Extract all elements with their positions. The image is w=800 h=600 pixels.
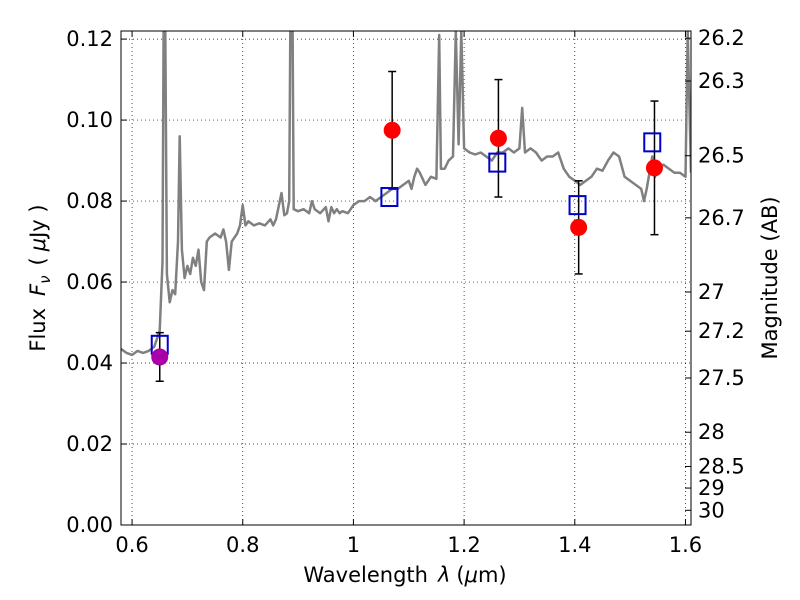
y-tick-label: 0.08: [66, 189, 113, 213]
axis-ticks: 0.6 0.8 1 1.2 1.4 1.6 0.00 0.02 0.04 0.06 0.08 0.10…: [66, 26, 745, 557]
model-squares-layer: [150, 132, 662, 355]
y2-tick-label: 27.5: [698, 366, 745, 390]
y2-tick-label: 28.5: [698, 454, 745, 478]
y2-tick-label: 30: [698, 498, 725, 522]
y-tick-label: 0.12: [66, 27, 113, 51]
x-tick-label: 1.6: [669, 533, 702, 557]
y2-tick-label: 27: [698, 280, 725, 304]
x-tick-label: 0.6: [115, 533, 148, 557]
y2-tick-label: 26.5: [698, 144, 745, 168]
measured-point: [489, 129, 507, 147]
grid-lines: [121, 31, 691, 526]
y-tick-label: 0.06: [66, 270, 113, 294]
model-square-marker: [488, 152, 507, 173]
y2-tick-label: 29: [698, 476, 725, 500]
model-square-marker: [380, 187, 399, 208]
spectrum-line: [121, 31, 691, 357]
y-axis-label: FluxFν(μJy ): [26, 204, 54, 351]
measured-point: [645, 159, 663, 177]
y2-tick-label: 26.2: [698, 26, 745, 50]
measured-point: [151, 348, 169, 366]
spectrum-line-layer: [121, 31, 691, 357]
y2-axis-label: Magnitude (AB): [758, 196, 782, 359]
y2-tick-label: 28: [698, 420, 725, 444]
y2-tick-label: 26.7: [698, 206, 745, 230]
x-tick-label: 1.2: [447, 533, 480, 557]
x-tick-label: 1: [347, 533, 360, 557]
y-tick-label: 0.00: [66, 513, 113, 537]
model-square-marker: [643, 132, 662, 153]
plot-frame: [120, 30, 692, 526]
measured-point: [570, 218, 588, 236]
y-tick-label: 0.04: [66, 351, 113, 375]
model-square-marker: [568, 195, 587, 216]
x-tick-label: 0.8: [226, 533, 259, 557]
measured-point: [383, 121, 401, 139]
y-tick-label: 0.10: [66, 108, 113, 132]
x-tick-label: 1.4: [558, 533, 591, 557]
y-tick-label: 0.02: [66, 432, 113, 456]
y2-tick-label: 27.2: [698, 319, 745, 343]
y2-tick-label: 26.3: [698, 69, 745, 93]
x-axis-label: Wavelength λ (μm): [303, 563, 506, 587]
measured-points-layer: [151, 121, 663, 366]
